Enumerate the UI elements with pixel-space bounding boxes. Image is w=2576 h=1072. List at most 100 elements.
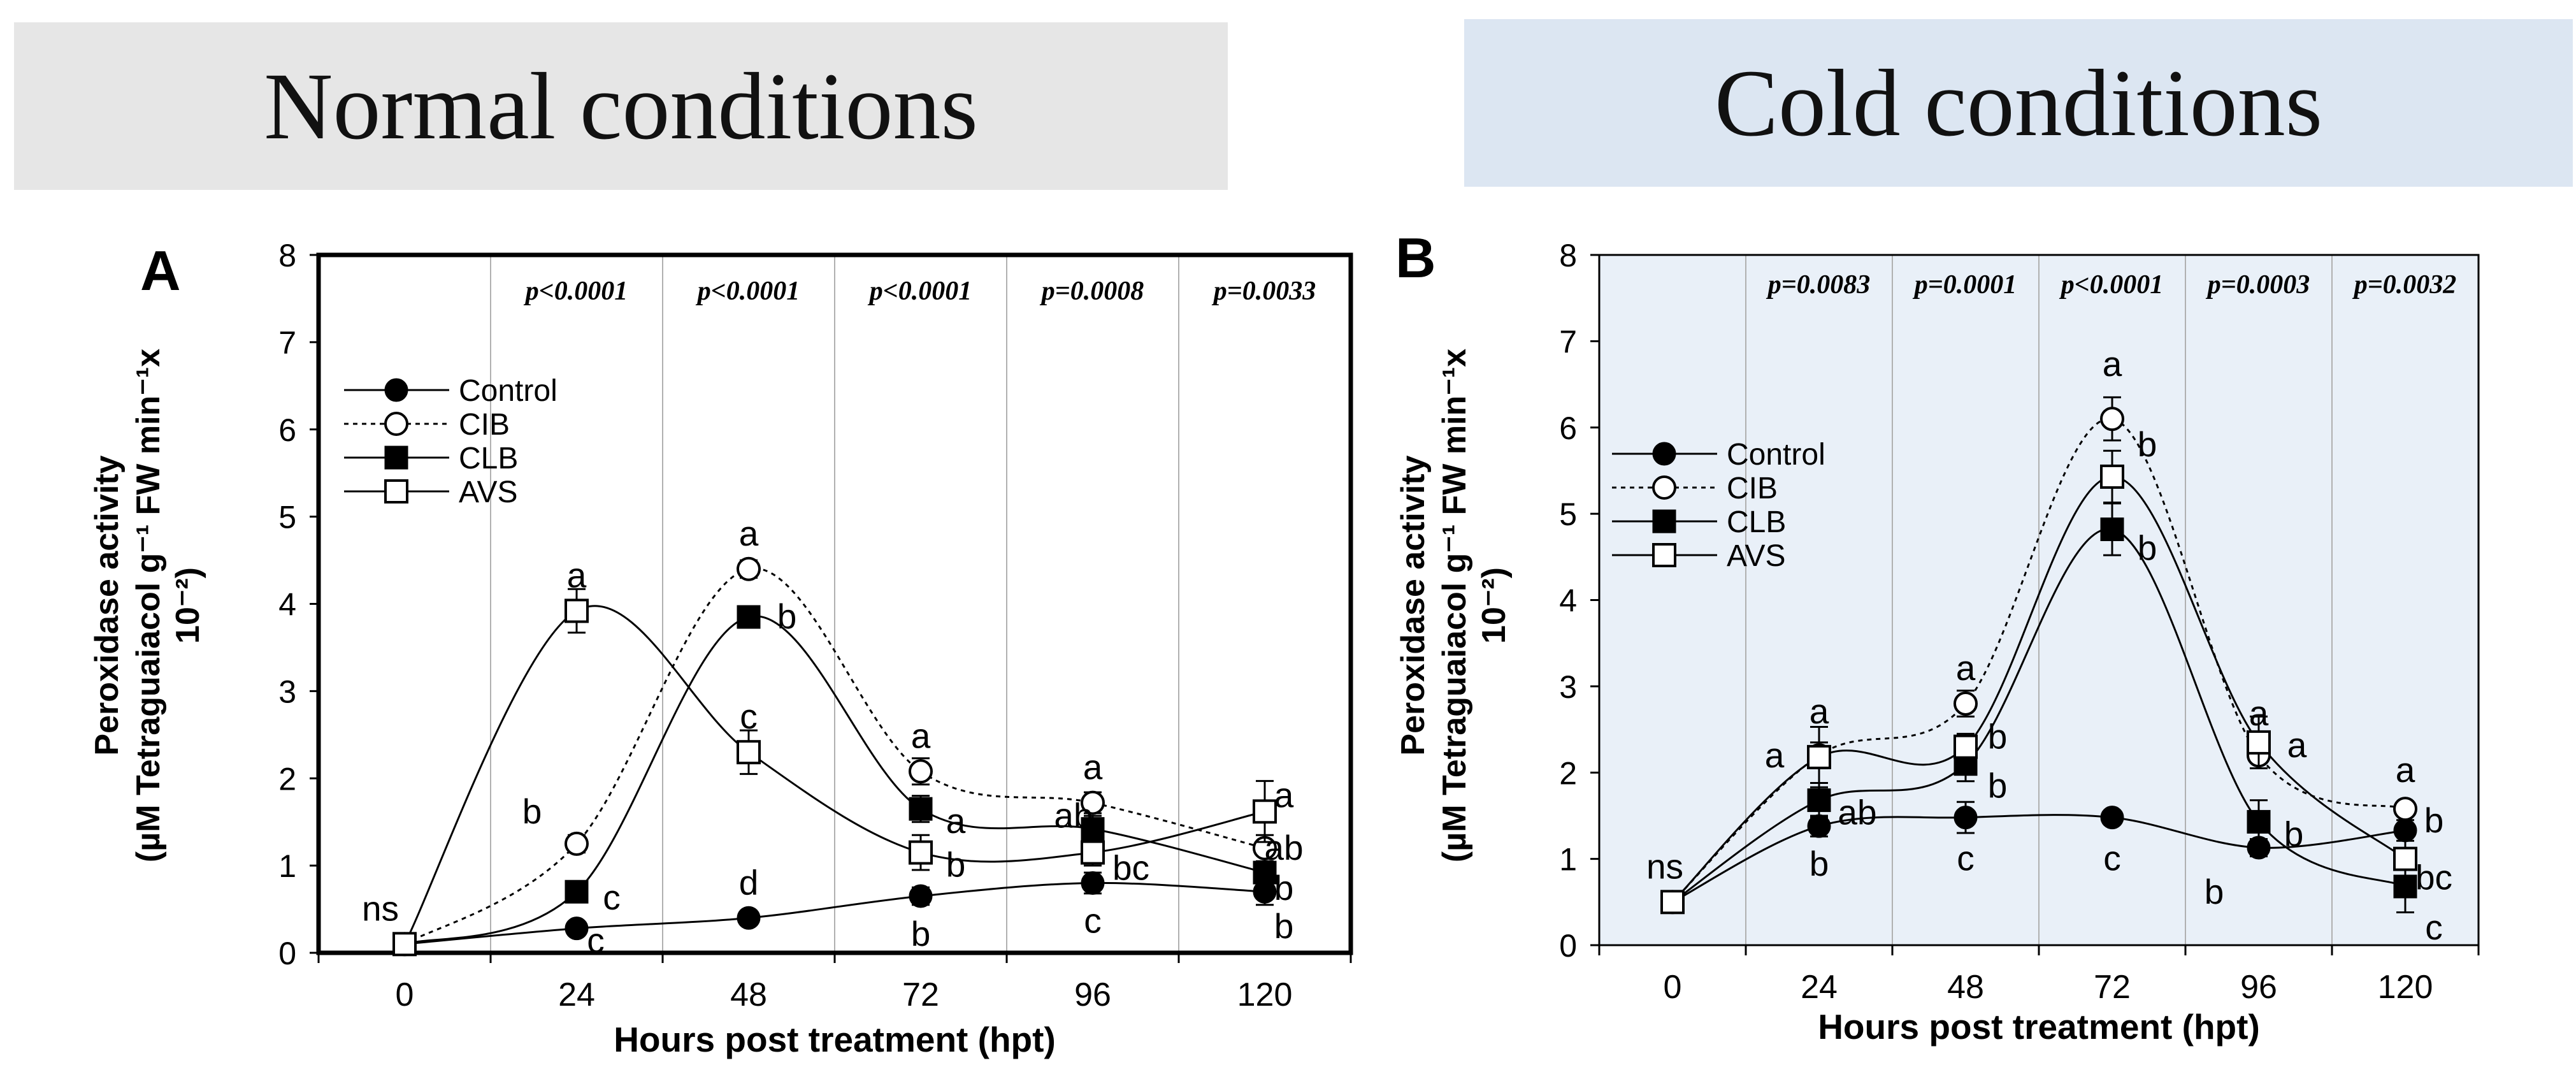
y-tick-label: 1 <box>278 848 296 884</box>
x-tick-label: 72 <box>902 976 939 1013</box>
legend-marker-clb <box>1652 509 1676 533</box>
significance-letter: b <box>1274 868 1294 908</box>
significance-letter: c <box>603 878 621 917</box>
significance-letter: b <box>946 845 966 885</box>
y-tick-label: 5 <box>278 500 296 535</box>
y-tick-label: 8 <box>278 238 296 273</box>
p-value-label: p<0.0001 <box>2059 270 2163 300</box>
x-tick-label: 24 <box>1801 969 1838 1006</box>
y-tick-label: 3 <box>1559 669 1577 705</box>
banner-normal-conditions: Normal conditions <box>14 22 1228 190</box>
data-point-cib <box>2100 407 2124 431</box>
p-value-label: p<0.0001 <box>868 277 972 306</box>
x-tick-label: 120 <box>1237 976 1293 1013</box>
significance-letter: c <box>1957 839 1975 878</box>
significance-letter: b <box>1988 766 2008 806</box>
significance-letter: c <box>740 697 758 736</box>
x-tick-label: 24 <box>558 976 595 1013</box>
banner-normal-title: Normal conditions <box>264 53 978 159</box>
significance-letter: c <box>2425 908 2443 947</box>
significance-letter: b <box>2284 814 2304 853</box>
y-axis-label: Peroxidase activity (µM Tetraguaiacol g⁻¹… <box>1395 349 1513 862</box>
p-value-label: p=0.0003 <box>2206 270 2310 300</box>
significance-letter: a <box>1083 748 1103 787</box>
significance-letter: ns <box>1646 846 1683 886</box>
series-line-control <box>1672 814 2406 903</box>
significance-letter: c <box>2103 839 2121 878</box>
significance-letter: b <box>1274 906 1294 946</box>
data-point-avs <box>2247 730 2271 755</box>
y-axis-label-line3: 10⁻²) <box>169 567 206 644</box>
significance-letter: c <box>1084 901 1102 941</box>
p-value-label: p=0.0001 <box>1913 270 2017 300</box>
data-point-clb <box>737 605 761 629</box>
data-point-cib <box>1954 691 1978 716</box>
p-value-label: p=0.0083 <box>1766 270 1870 300</box>
data-point-control <box>737 906 761 930</box>
y-tick-label: 3 <box>278 674 296 709</box>
data-point-control <box>1081 871 1105 895</box>
significance-letter: ns <box>362 888 399 928</box>
data-point-cib <box>737 556 761 581</box>
x-tick-label: 120 <box>2378 969 2433 1006</box>
data-point-cib <box>2393 797 2417 822</box>
data-point-control <box>1954 806 1978 830</box>
data-point-clb <box>2100 517 2124 541</box>
data-point-clb <box>1253 860 1277 885</box>
significance-letter: bc <box>2415 858 2452 897</box>
x-tick-label: 72 <box>2094 969 2131 1006</box>
data-point-control <box>909 884 933 908</box>
y-tick-label: 7 <box>1559 324 1577 359</box>
significance-letter: b <box>1988 717 2008 757</box>
y-tick-label: 8 <box>1559 238 1577 273</box>
p-value-label: p<0.0001 <box>524 277 628 306</box>
legend-label: Control <box>459 374 558 408</box>
series-line-cib <box>404 567 1265 945</box>
significance-letter: bc <box>1112 848 1149 888</box>
data-point-avs <box>1807 744 1831 769</box>
legend-marker-clb <box>384 445 408 470</box>
data-point-cib <box>909 759 933 784</box>
y-tick-label: 0 <box>1559 928 1577 964</box>
y-tick-label: 4 <box>278 587 296 623</box>
significance-letter: a <box>2396 750 2415 790</box>
data-point-cib <box>565 831 589 856</box>
legend-label: CLB <box>459 442 518 475</box>
series-line-control <box>404 881 1265 945</box>
x-tick-label: 48 <box>1947 969 1984 1006</box>
chart-panel-a: 0 1 2 3 4 5 6 7 8 0 24 48 72 96 120 Hours post treatmen… <box>89 238 1353 1059</box>
data-point-avs <box>2100 464 2124 489</box>
data-point-clb <box>1807 788 1831 813</box>
data-point-control <box>1807 814 1831 838</box>
data-point-avs <box>392 932 417 957</box>
chart-panel-b: 0 1 2 3 4 5 6 7 8 0 24 48 72 96 120 Hours post treatmen… <box>1395 226 2480 1047</box>
y-tick-label: 2 <box>1559 755 1577 791</box>
data-point-avs <box>909 840 933 865</box>
data-point-avs <box>737 740 761 765</box>
significance-letter: a <box>1765 735 1785 775</box>
y-tick-label: 6 <box>1559 410 1577 446</box>
x-tick-label: 96 <box>2240 969 2277 1006</box>
y-tick-label: 7 <box>278 325 296 361</box>
panel-letter: A <box>140 239 181 302</box>
p-value-label: p=0.0033 <box>1212 277 1316 306</box>
y-tick-label: 2 <box>278 761 296 797</box>
x-tick-label: 0 <box>1664 969 1682 1006</box>
significance-letter: a <box>911 716 931 755</box>
significance-letter: b <box>1810 844 1829 883</box>
significance-letter: a <box>1810 692 1829 731</box>
legend-label: CLB <box>1727 505 1786 539</box>
y-axis-label-line3: 10⁻²) <box>1476 567 1513 644</box>
p-value-label: p=0.0032 <box>2352 270 2456 300</box>
legend-marker-control <box>1652 442 1676 466</box>
data-point-clb <box>2247 809 2271 834</box>
p-value-label: p=0.0008 <box>1040 277 1144 306</box>
significance-letter: a <box>1956 648 1976 688</box>
significance-letter: b <box>2138 424 2157 464</box>
y-axis-label: Peroxidase activity (µM Tetraguaiacol g⁻¹… <box>89 349 206 862</box>
y-tick-label: 5 <box>1559 496 1577 532</box>
significance-letter: a <box>739 514 759 553</box>
significance-letter: d <box>739 862 759 902</box>
